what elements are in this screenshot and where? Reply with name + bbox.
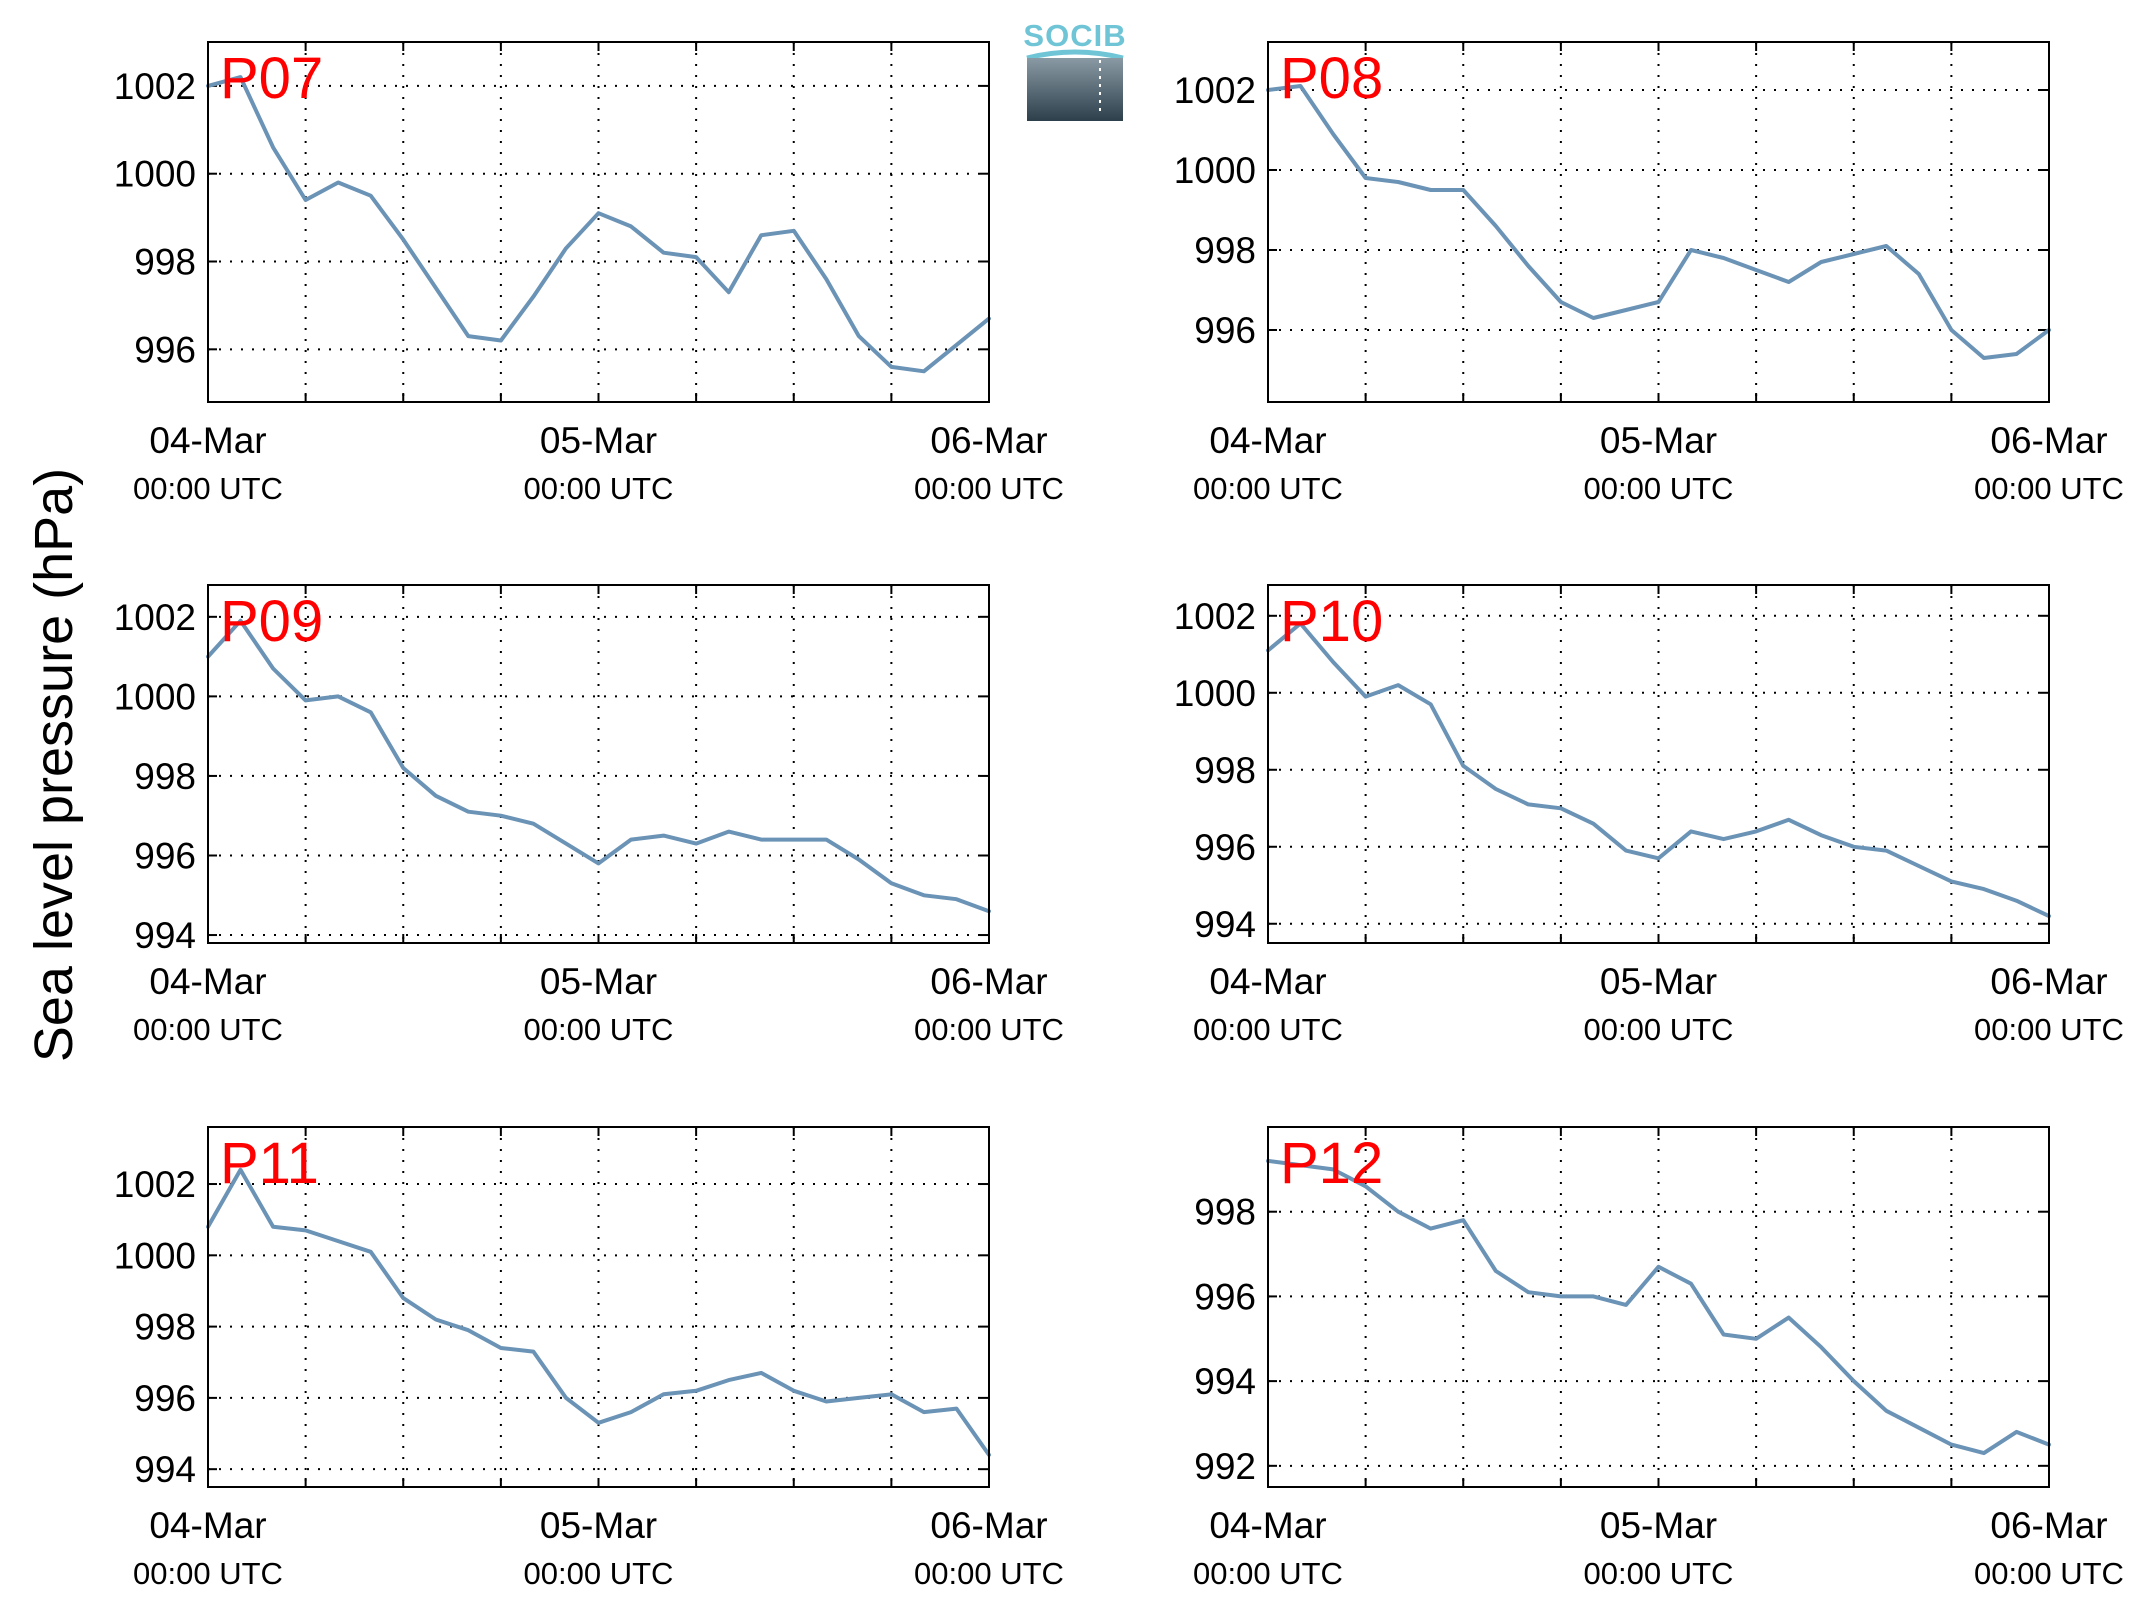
x-tick-date-label: 04-Mar [1209, 1505, 1326, 1546]
x-tick-time-label: 00:00 UTC [1974, 471, 2124, 506]
station-label: P11 [220, 1131, 319, 1196]
x-tick-date-label: 05-Mar [1600, 1505, 1717, 1546]
panel-p10: 994 996 998 1000 1002 04-Mar 00:00 UTC 05-Mar 00… [1174, 584, 2124, 1047]
y-tick-label: 996 [1194, 1276, 1256, 1317]
x-tick-date-label: 06-Mar [1990, 420, 2107, 461]
pressure-line [206, 75, 991, 374]
y-tick-label: 996 [1194, 310, 1256, 351]
x-tick-time-label: 00:00 UTC [1974, 1012, 2124, 1047]
x-tick-time-label: 00:00 UTC [1584, 1556, 1734, 1591]
logo-text: SOCIB [1023, 18, 1126, 53]
pressure-line [1266, 621, 2051, 919]
y-tick-label: 994 [1194, 904, 1256, 945]
station-label: P08 [1280, 46, 1383, 111]
x-tick-date-label: 04-Mar [149, 420, 266, 461]
x-tick-date-label: 05-Mar [540, 1505, 657, 1546]
pressure-line [206, 1167, 991, 1457]
y-tick-label: 1000 [114, 154, 196, 195]
x-tick-time-label: 00:00 UTC [914, 1556, 1064, 1591]
y-tick-label: 998 [1194, 230, 1256, 271]
x-tick-date-label: 06-Mar [1990, 1505, 2107, 1546]
y-tick-label: 1002 [1174, 596, 1256, 637]
pressure-line [1266, 84, 2051, 360]
x-tick-time-label: 00:00 UTC [133, 471, 283, 506]
x-tick-date-label: 05-Mar [540, 420, 657, 461]
x-tick-time-label: 00:00 UTC [524, 1012, 674, 1047]
x-tick-time-label: 00:00 UTC [1193, 1556, 1343, 1591]
x-tick-time-label: 00:00 UTC [524, 471, 674, 506]
x-tick-date-label: 06-Mar [1990, 961, 2107, 1002]
station-label: P10 [1280, 589, 1383, 654]
x-tick-time-label: 00:00 UTC [1584, 471, 1734, 506]
y-tick-label: 994 [1194, 1361, 1256, 1402]
y-tick-label: 998 [134, 1307, 196, 1348]
y-tick-label: 998 [134, 242, 196, 283]
panel-p11: 994 996 998 1000 1002 04-Mar 00:00 UTC 05-Mar 00… [114, 1126, 1064, 1591]
logo-block-icon [1027, 58, 1123, 121]
plot-frame [1267, 41, 2050, 403]
x-tick-date-label: 04-Mar [1209, 420, 1326, 461]
y-tick-label: 1000 [114, 1235, 196, 1276]
y-tick-label: 996 [134, 835, 196, 876]
x-tick-date-label: 05-Mar [1600, 420, 1717, 461]
y-tick-label: 1000 [1174, 150, 1256, 191]
y-tick-label: 998 [1194, 750, 1256, 791]
panel-p07: 996 998 1000 1002 04-Mar 00:00 UTC 05-Mar 00:00… [114, 41, 1064, 506]
x-tick-time-label: 00:00 UTC [914, 1012, 1064, 1047]
x-tick-date-label: 05-Mar [1600, 961, 1717, 1002]
x-tick-time-label: 00:00 UTC [1974, 1556, 2124, 1591]
y-tick-label: 992 [1194, 1446, 1256, 1487]
socib-logo: SOCIB [1023, 18, 1126, 121]
y-tick-label: 1002 [114, 1164, 196, 1205]
y-tick-label: 1000 [114, 676, 196, 717]
station-label: P07 [220, 46, 323, 111]
y-tick-label: 996 [134, 329, 196, 370]
station-label: P12 [1280, 1131, 1383, 1196]
x-tick-date-label: 04-Mar [149, 961, 266, 1002]
y-tick-label: 998 [134, 756, 196, 797]
x-tick-time-label: 00:00 UTC [133, 1012, 283, 1047]
x-tick-time-label: 00:00 UTC [914, 471, 1064, 506]
y-tick-label: 994 [134, 1449, 196, 1490]
x-tick-date-label: 06-Mar [930, 961, 1047, 1002]
x-tick-date-label: 06-Mar [930, 420, 1047, 461]
y-tick-label: 996 [1194, 827, 1256, 868]
y-tick-label: 998 [1194, 1192, 1256, 1233]
y-tick-label: 1002 [114, 66, 196, 107]
chart-panels: 996 998 1000 1002 04-Mar 00:00 UTC 05-Mar 00:00… [114, 41, 2124, 1591]
y-axis-label: Sea level pressure (hPa) [24, 468, 84, 1062]
logo-wave [1026, 49, 1124, 61]
station-label: P09 [220, 589, 323, 654]
x-tick-date-label: 04-Mar [149, 1505, 266, 1546]
y-tick-label: 994 [134, 915, 196, 956]
y-tick-label: 1002 [114, 597, 196, 638]
x-tick-date-label: 04-Mar [1209, 961, 1326, 1002]
plot-frame [207, 584, 990, 944]
panel-p09: 994 996 998 1000 1002 04-Mar 00:00 UTC 05-Mar 00… [114, 584, 1064, 1047]
plot-frame [207, 41, 990, 403]
panel-p08: 996 998 1000 1002 04-Mar 00:00 UTC 05-Mar 00:00… [1174, 41, 2124, 506]
pressure-line [1266, 1158, 2051, 1456]
panel-p12: 992 994 996 998 04-Mar 00:00 UTC 05-Mar 00:00 U… [1193, 1126, 2124, 1591]
x-tick-time-label: 00:00 UTC [133, 1556, 283, 1591]
x-tick-date-label: 05-Mar [540, 961, 657, 1002]
y-tick-label: 1002 [1174, 70, 1256, 111]
x-tick-time-label: 00:00 UTC [1193, 471, 1343, 506]
plot-frame [207, 1126, 990, 1488]
x-tick-time-label: 00:00 UTC [1193, 1012, 1343, 1047]
x-tick-time-label: 00:00 UTC [1584, 1012, 1734, 1047]
y-tick-label: 996 [134, 1378, 196, 1419]
plot-frame [1267, 584, 2050, 944]
x-tick-time-label: 00:00 UTC [524, 1556, 674, 1591]
plot-frame [1267, 1126, 2050, 1488]
x-tick-date-label: 06-Mar [930, 1505, 1047, 1546]
pressure-line [206, 618, 991, 914]
y-tick-label: 1000 [1174, 673, 1256, 714]
